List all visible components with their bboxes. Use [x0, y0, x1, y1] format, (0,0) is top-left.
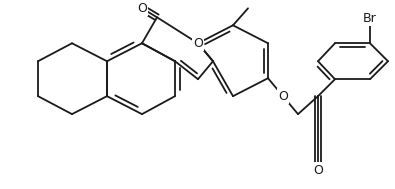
Text: O: O	[278, 90, 288, 103]
Text: O: O	[137, 2, 147, 15]
Text: O: O	[313, 163, 323, 177]
Text: Br: Br	[363, 12, 377, 25]
Text: O: O	[193, 37, 203, 50]
